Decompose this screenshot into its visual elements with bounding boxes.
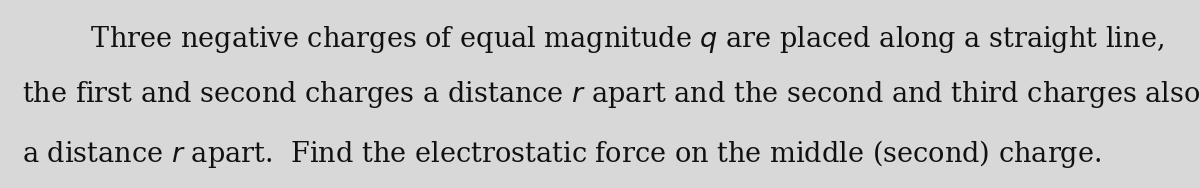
Text: a distance $r$ apart.  Find the electrostatic force on the middle (second) charg: a distance $r$ apart. Find the electrost… bbox=[22, 138, 1100, 170]
Text: Three negative charges of equal magnitude $q$ are placed along a straight line,: Three negative charges of equal magnitud… bbox=[22, 24, 1164, 55]
Text: the first and second charges a distance $r$ apart and the second and third charg: the first and second charges a distance … bbox=[22, 79, 1200, 109]
